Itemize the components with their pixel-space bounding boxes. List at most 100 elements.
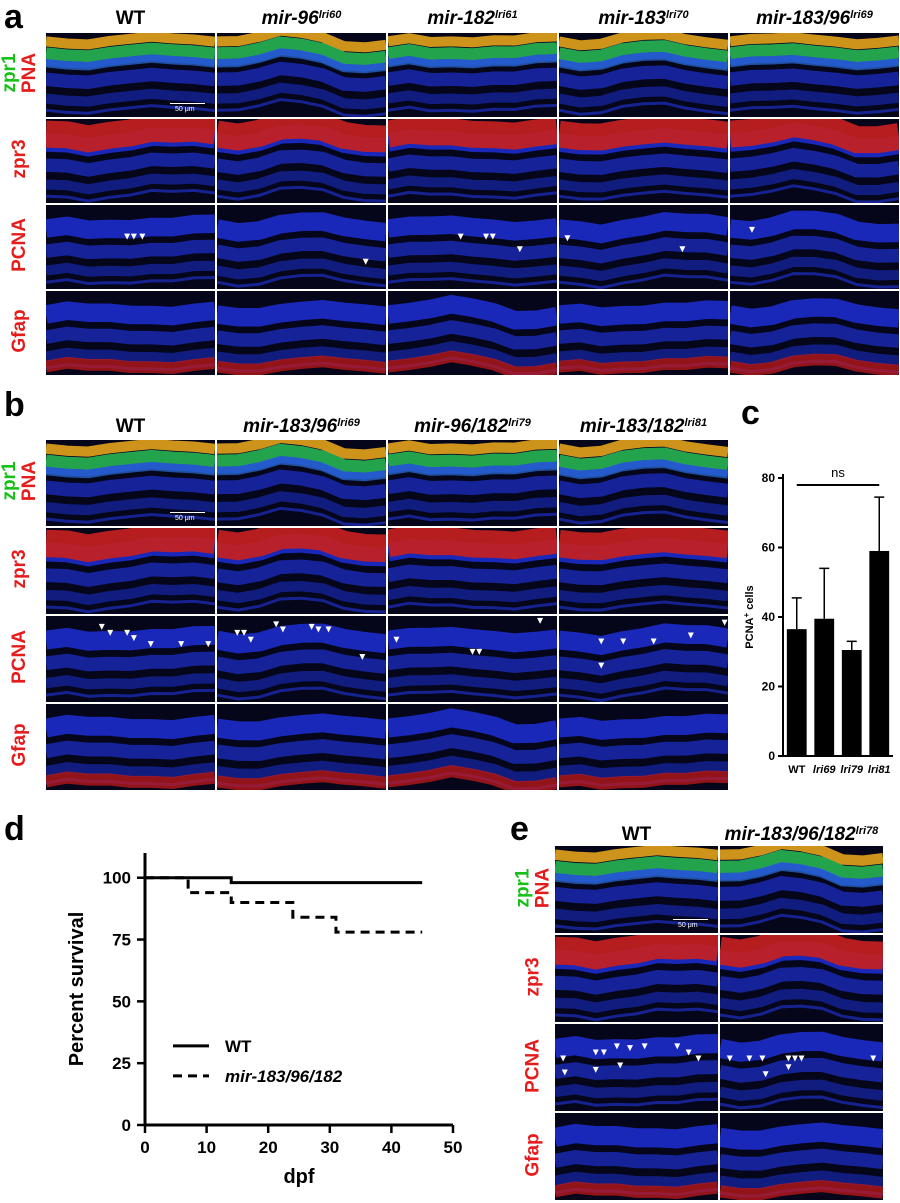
micrograph-tile xyxy=(388,119,557,203)
micrograph-tile xyxy=(559,704,728,790)
column-header: mir-183lri70 xyxy=(598,8,689,29)
pcna-arrowhead xyxy=(98,623,105,630)
micrograph-tile: 50 μm xyxy=(46,440,215,526)
pcna-arrowhead xyxy=(124,629,131,636)
pcna-arrowhead xyxy=(746,1055,753,1062)
pcna-arrowhead xyxy=(564,235,571,242)
y-axis-label: Percent survival xyxy=(66,912,88,1067)
y-tick-label: 80 xyxy=(762,471,776,485)
pcna-arrowhead xyxy=(362,258,369,265)
pcna-arrowhead xyxy=(130,233,137,240)
pcna-arrowhead xyxy=(359,654,366,660)
micrograph-tile xyxy=(720,846,883,933)
micrograph-tile xyxy=(217,33,386,117)
column-header: WT xyxy=(115,8,146,29)
x-tick-label: 10 xyxy=(197,1138,216,1157)
x-axis-label: dpf xyxy=(283,1166,314,1188)
pcna-arrowhead xyxy=(620,638,627,645)
micrograph-tile xyxy=(720,1024,883,1111)
panel-letter-e: e xyxy=(510,810,529,848)
pcna-arrowhead xyxy=(147,641,154,648)
row-label: Gfap xyxy=(9,309,30,353)
y-tick-label: 75 xyxy=(112,931,131,950)
pcna-arrowhead xyxy=(393,636,400,643)
x-tick-label: lri69 xyxy=(813,764,837,776)
micrograph-tile xyxy=(217,119,386,203)
pcna-arrowhead xyxy=(247,636,254,643)
pcna-arrowhead xyxy=(516,246,523,253)
pcna-arrowhead xyxy=(726,1055,733,1062)
column-header: mir-96/182lri79 xyxy=(414,416,531,437)
pcna-arrowhead xyxy=(234,629,241,636)
micrograph-tile: 50 μm xyxy=(555,846,718,933)
pcna-arrowhead xyxy=(613,1043,620,1050)
legend-label: WT xyxy=(225,1037,252,1056)
pcna-arrowhead xyxy=(273,621,280,628)
micrograph-tile xyxy=(46,704,215,790)
pcna-arrowhead xyxy=(469,648,476,655)
micrograph-tile xyxy=(217,528,386,614)
pcna-arrowhead xyxy=(762,1071,769,1078)
pcna-arrowhead xyxy=(641,1043,648,1050)
column-header: WT xyxy=(621,824,652,845)
column-header: mir-96lri60 xyxy=(261,8,342,29)
x-tick-label: 0 xyxy=(140,1138,149,1157)
micrograph-tile xyxy=(388,33,557,117)
scale-bar xyxy=(170,512,205,513)
pcna-arrowhead xyxy=(791,1055,798,1062)
micrograph-tile xyxy=(730,119,899,203)
micrograph-tile xyxy=(388,291,557,375)
micrograph-tile xyxy=(559,440,728,526)
micrograph-tile xyxy=(388,528,557,614)
pcna-arrowhead xyxy=(561,1069,568,1076)
pcna-arrowhead xyxy=(592,1066,599,1073)
scale-bar-label: 50 μm xyxy=(175,106,195,113)
panel-letter-a: a xyxy=(4,0,23,36)
panel-letter-d: d xyxy=(4,810,25,848)
column-header: mir-183/96/182lri78 xyxy=(724,824,879,845)
x-tick-label: 30 xyxy=(320,1138,339,1157)
pcna-arrowhead xyxy=(721,619,728,626)
pcna-arrowhead xyxy=(626,1045,633,1052)
micrograph-tile xyxy=(559,33,728,117)
x-tick-label: 50 xyxy=(444,1138,463,1157)
bar xyxy=(869,550,890,756)
column-header: mir-183/182lri81 xyxy=(579,416,708,437)
micrograph-tile xyxy=(555,935,718,1022)
row-label: zpr3 xyxy=(522,956,543,997)
survival-series-line xyxy=(145,876,423,934)
pcna-arrowhead xyxy=(748,226,755,233)
pcna-arrowhead xyxy=(537,617,544,624)
pcna-arrowhead xyxy=(483,233,490,240)
pcna-arrowhead xyxy=(592,1049,599,1056)
scale-bar-label: 50 μm xyxy=(678,922,698,929)
pcna-arrowhead xyxy=(598,638,605,645)
row-label: PCNA xyxy=(9,630,30,684)
survival-series-line xyxy=(145,876,423,885)
scale-bar xyxy=(170,103,205,104)
micrograph-tile xyxy=(555,1024,718,1111)
micrograph-tile xyxy=(559,205,728,289)
column-header: mir-182lri61 xyxy=(427,8,518,29)
micrograph-tile xyxy=(217,704,386,790)
y-tick-label: 50 xyxy=(112,992,131,1011)
row-label: zpr1 PNA xyxy=(0,460,40,502)
pcna-arrowhead xyxy=(687,632,694,639)
x-tick-label: WT xyxy=(788,764,805,776)
pcna-arrowhead xyxy=(695,1055,702,1062)
scale-bar-label: 50 μm xyxy=(175,515,195,522)
row-label: zpr3 xyxy=(9,139,30,179)
micrograph-tile xyxy=(559,291,728,375)
row-label: PCNA xyxy=(9,218,30,272)
micrograph-tile xyxy=(730,291,899,375)
row-label: zpr3 xyxy=(9,549,30,589)
panel-c-bar-chart: 0 20 40 60 80 WT lri69 lri79 lri81 ns PCNA+ cells xyxy=(742,465,893,776)
x-tick-label: 40 xyxy=(382,1138,401,1157)
pcna-arrowhead xyxy=(759,1055,766,1062)
pcna-arrowhead xyxy=(560,1055,567,1062)
pcna-arrowhead xyxy=(617,1062,624,1069)
scale-bar xyxy=(673,919,708,920)
row-label: PCNA xyxy=(522,1038,543,1093)
micrograph-tile xyxy=(388,440,557,526)
pcna-arrowhead xyxy=(785,1064,792,1071)
